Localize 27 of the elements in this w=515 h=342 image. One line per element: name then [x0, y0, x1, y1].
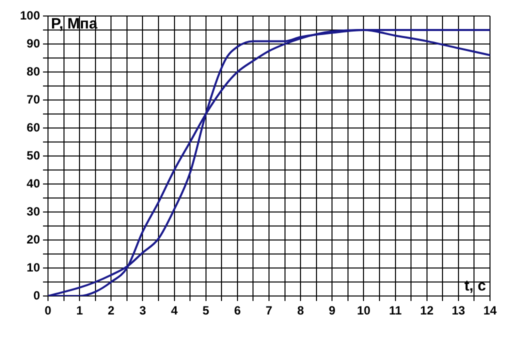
x-tick-label: 9: [328, 304, 336, 318]
y-tick-label: 40: [26, 176, 40, 190]
y-tick-label: 30: [26, 204, 40, 218]
x-tick-label: 8: [297, 304, 304, 318]
y-tick-label: 60: [26, 120, 40, 134]
x-tick-label: 6: [234, 304, 242, 318]
x-tick-label: 12: [420, 304, 434, 318]
x-axis-title: t, c: [464, 278, 486, 295]
x-tick-label: 4: [170, 304, 178, 318]
x-tick-label: 2: [108, 304, 115, 318]
y-tick-label: 70: [26, 92, 40, 106]
y-tick-label: 50: [26, 148, 40, 162]
x-tick-label: 1: [76, 304, 84, 318]
x-tick-label: 5: [202, 304, 210, 318]
y-tick-label: 0: [33, 288, 40, 302]
x-tick-label: 13: [452, 304, 466, 318]
y-tick-label: 80: [26, 64, 40, 78]
y-tick-label: 20: [26, 232, 40, 246]
x-tick-label: 14: [483, 304, 497, 318]
x-tick-label: 0: [44, 304, 52, 318]
y-tick-label: 100: [20, 8, 40, 22]
x-tick-label: 3: [139, 304, 146, 318]
x-tick-label: 11: [388, 304, 402, 318]
x-tick-label: 7: [266, 304, 273, 318]
y-tick-label: 10: [26, 260, 40, 274]
y-tick-label: 90: [26, 36, 40, 50]
x-tick-label: 10: [357, 304, 371, 318]
